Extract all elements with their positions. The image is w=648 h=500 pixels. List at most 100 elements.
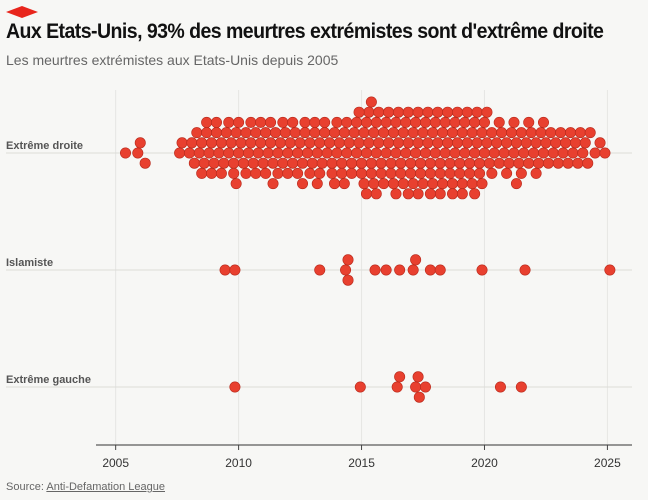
data-point	[417, 127, 429, 139]
data-point	[132, 147, 144, 159]
data-point	[537, 147, 549, 159]
source-link[interactable]: Anti-Defamation League	[46, 481, 165, 493]
data-point	[272, 147, 284, 159]
data-point	[552, 157, 564, 169]
data-point	[449, 116, 461, 128]
data-point	[491, 137, 503, 149]
data-point	[397, 127, 409, 139]
data-point	[279, 127, 291, 139]
data-point	[419, 147, 431, 159]
data-points	[120, 96, 616, 403]
data-point	[469, 116, 481, 128]
data-point	[255, 116, 267, 128]
data-point	[434, 167, 446, 179]
data-point	[424, 157, 436, 169]
data-point	[363, 106, 375, 118]
data-point	[508, 147, 520, 159]
data-point	[306, 157, 318, 169]
data-point	[360, 147, 372, 159]
data-point	[501, 137, 513, 149]
data-point	[229, 381, 241, 393]
data-point	[461, 137, 473, 149]
data-point	[515, 167, 527, 179]
data-point	[215, 137, 227, 149]
data-point	[370, 147, 382, 159]
data-point	[206, 167, 218, 179]
data-point	[429, 116, 441, 128]
data-point	[319, 116, 331, 128]
data-point	[478, 116, 490, 128]
data-point	[282, 147, 294, 159]
data-point	[456, 178, 468, 190]
data-point	[392, 106, 404, 118]
data-point	[208, 157, 220, 169]
data-point	[201, 116, 213, 128]
data-point	[454, 167, 466, 179]
data-point	[577, 147, 589, 159]
data-point	[120, 147, 132, 159]
data-point	[518, 147, 530, 159]
data-point	[422, 106, 434, 118]
data-point	[284, 137, 296, 149]
data-point	[397, 178, 409, 190]
data-point	[540, 137, 552, 149]
data-point	[203, 147, 215, 159]
data-point	[346, 157, 358, 169]
data-point	[447, 178, 459, 190]
data-point	[594, 137, 606, 149]
data-point	[340, 264, 352, 276]
data-point	[358, 127, 370, 139]
data-point	[413, 391, 425, 403]
data-point	[191, 127, 203, 139]
data-point	[486, 167, 498, 179]
data-point	[412, 371, 424, 383]
data-point	[250, 167, 262, 179]
data-point	[486, 127, 498, 139]
data-point	[299, 127, 311, 139]
data-point	[370, 188, 382, 200]
data-point	[415, 157, 427, 169]
data-point	[274, 137, 286, 149]
source-note: Source: Anti-Defamation League	[6, 481, 165, 493]
data-point	[451, 106, 463, 118]
x-tick-label: 2015	[348, 456, 375, 470]
data-point	[311, 147, 323, 159]
data-point	[213, 147, 225, 159]
data-point	[196, 167, 208, 179]
data-point	[277, 116, 289, 128]
data-point	[269, 127, 281, 139]
data-point	[432, 137, 444, 149]
data-point	[419, 116, 431, 128]
data-point	[567, 147, 579, 159]
row-labels: Extrême droite Islamiste Extrême gauche	[6, 140, 91, 386]
data-point	[444, 157, 456, 169]
logo-diamond	[6, 6, 38, 18]
data-point	[309, 116, 321, 128]
data-point	[309, 127, 321, 139]
data-point	[360, 188, 372, 200]
data-point	[225, 137, 237, 149]
data-point	[402, 188, 414, 200]
data-point	[331, 147, 343, 159]
data-point	[242, 147, 254, 159]
data-point	[353, 106, 365, 118]
data-point	[186, 137, 198, 149]
data-point	[494, 381, 506, 393]
data-point	[547, 147, 559, 159]
data-point	[252, 147, 264, 159]
data-point	[380, 264, 392, 276]
data-point	[410, 254, 422, 266]
data-point	[579, 137, 591, 149]
data-point	[257, 157, 269, 169]
data-point	[513, 157, 525, 169]
data-point	[336, 167, 348, 179]
data-point	[405, 167, 417, 179]
data-point	[515, 381, 527, 393]
data-point	[400, 147, 412, 159]
data-point	[338, 127, 350, 139]
data-point	[395, 167, 407, 179]
data-point	[437, 127, 449, 139]
data-point	[299, 116, 311, 128]
chart-subtitle: Les meurtres extrémistes aux Etats-Unis …	[6, 52, 339, 68]
data-point	[394, 371, 406, 383]
